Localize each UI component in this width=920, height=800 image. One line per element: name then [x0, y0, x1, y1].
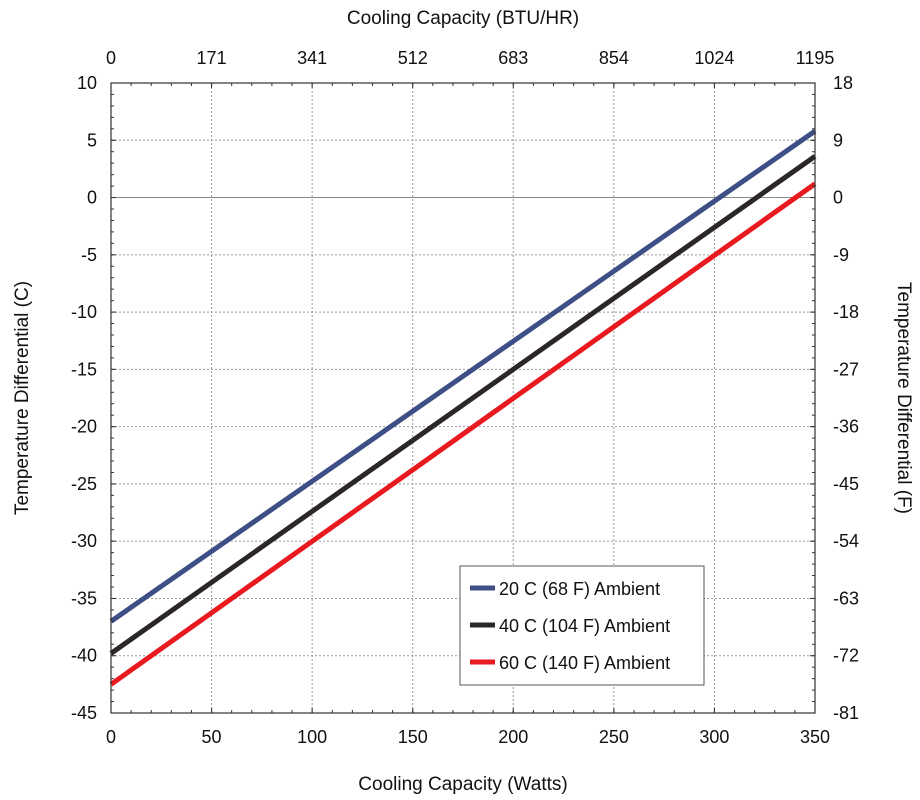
x-tick-label: 150: [398, 727, 428, 747]
legend-label-2: 40 C (104 F) Ambient: [499, 616, 670, 636]
y2-tick-label: -54: [833, 531, 859, 551]
series-lines: [109, 129, 817, 687]
y2-tick-label: -18: [833, 302, 859, 322]
y-tick-label: -25: [71, 474, 97, 494]
y2-tick-label: -45: [833, 474, 859, 494]
y2-tick-label: -27: [833, 359, 859, 379]
y2-tick-label: -81: [833, 703, 859, 723]
x2-axis-title: Cooling Capacity (BTU/HR): [347, 8, 579, 29]
y-tick-label: -30: [71, 531, 97, 551]
y-axis-title: Temperature Differential (C): [12, 281, 33, 515]
x-tick-label: 50: [202, 727, 222, 747]
y2-tick-label: -9: [833, 245, 849, 265]
y-tick-label: -15: [71, 359, 97, 379]
y-tick-label: -45: [71, 703, 97, 723]
x2-tick-label: 171: [197, 48, 227, 68]
x-tick-label: 300: [699, 727, 729, 747]
y-tick-label: -5: [81, 245, 97, 265]
legend-label-3: 60 C (140 F) Ambient: [499, 653, 670, 673]
legend-box: [459, 565, 705, 686]
x2-tick-label: 1195: [796, 48, 835, 68]
axis-ticks: 0050171100341150512200683250854300102435…: [71, 48, 859, 747]
y2-axis-title: Temperature Differential (F): [893, 282, 914, 514]
y-tick-label: -10: [71, 302, 97, 322]
x2-tick-label: 341: [297, 48, 327, 68]
series-line-2: [109, 154, 817, 656]
y2-tick-label: -63: [833, 588, 859, 608]
y-tick-label: -35: [71, 588, 97, 608]
plot-area-border: [110, 82, 816, 714]
y-tick-label: -40: [71, 646, 97, 666]
x2-tick-label: 512: [398, 48, 428, 68]
x-tick-label: 0: [106, 727, 116, 747]
y2-tick-label: -72: [833, 646, 859, 666]
x2-tick-label: 1024: [694, 48, 734, 68]
x-tick-label: 100: [297, 727, 327, 747]
y2-tick-label: -36: [833, 417, 859, 437]
y2-tick-label: 0: [833, 188, 843, 208]
y-tick-label: 10: [77, 73, 97, 93]
y2-tick-label: 18: [833, 73, 853, 93]
x-tick-label: 200: [498, 727, 528, 747]
x2-tick-label: 0: [106, 48, 116, 68]
y-tick-label: 0: [87, 188, 97, 208]
y2-tick-label: 9: [833, 130, 843, 150]
y-tick-label: -20: [71, 417, 97, 437]
x2-tick-label: 683: [498, 48, 528, 68]
x2-tick-label: 854: [599, 48, 629, 68]
series-line-1: [109, 129, 817, 624]
x-axis-title: Cooling Capacity (Watts): [358, 774, 567, 795]
series-line-3: [109, 181, 817, 687]
x-tick-label: 350: [800, 727, 830, 747]
y-tick-label: 5: [87, 130, 97, 150]
legend: 20 C (68 F) Ambient 40 C (104 F) Ambient 6…: [459, 565, 705, 686]
x-tick-label: 250: [599, 727, 629, 747]
legend-label-1: 20 C (68 F) Ambient: [499, 579, 660, 599]
